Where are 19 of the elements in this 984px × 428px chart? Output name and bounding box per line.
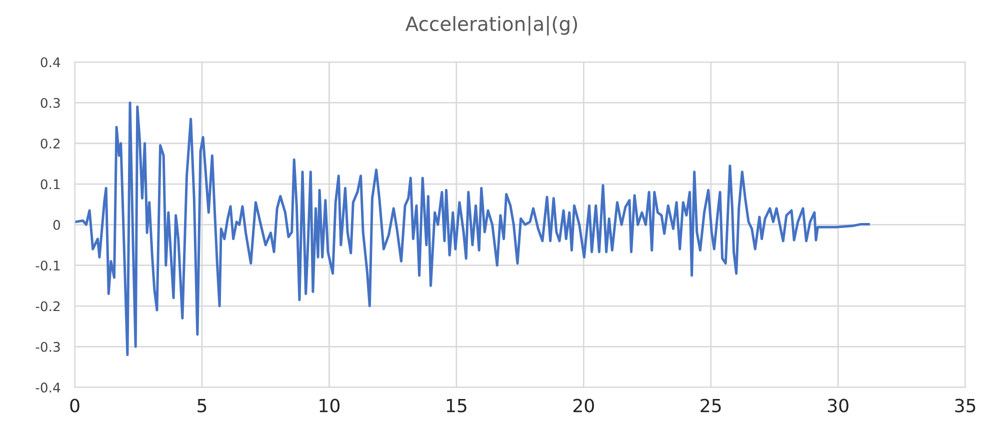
- y-tick-label: 0.3: [40, 98, 60, 108]
- x-tick-label: 20: [573, 398, 594, 412]
- x-tick-label: 25: [700, 398, 721, 412]
- y-tick-label: 0: [53, 220, 60, 230]
- y-tick-label: -0.2: [36, 301, 60, 312]
- x-tick-label: 15: [446, 399, 466, 412]
- x-tick-label: 0: [70, 398, 80, 412]
- y-tick-label: -0.3: [36, 342, 60, 352]
- x-tick-label: 5: [198, 399, 206, 412]
- y-tick-label: 0.2: [40, 138, 60, 149]
- y-tick-label: -0.1: [36, 260, 60, 271]
- x-tick-label: 10: [320, 398, 340, 412]
- y-tick-label: -0.4: [36, 382, 60, 393]
- chart-title: Acceleration|a|(g): [405, 16, 578, 36]
- x-tick-label: 30: [828, 398, 848, 412]
- line-series: [74, 101, 870, 356]
- x-tick-label: 35: [955, 398, 976, 412]
- y-tick-label: 0.4: [40, 57, 60, 68]
- y-tick-label: 0.1: [40, 179, 60, 190]
